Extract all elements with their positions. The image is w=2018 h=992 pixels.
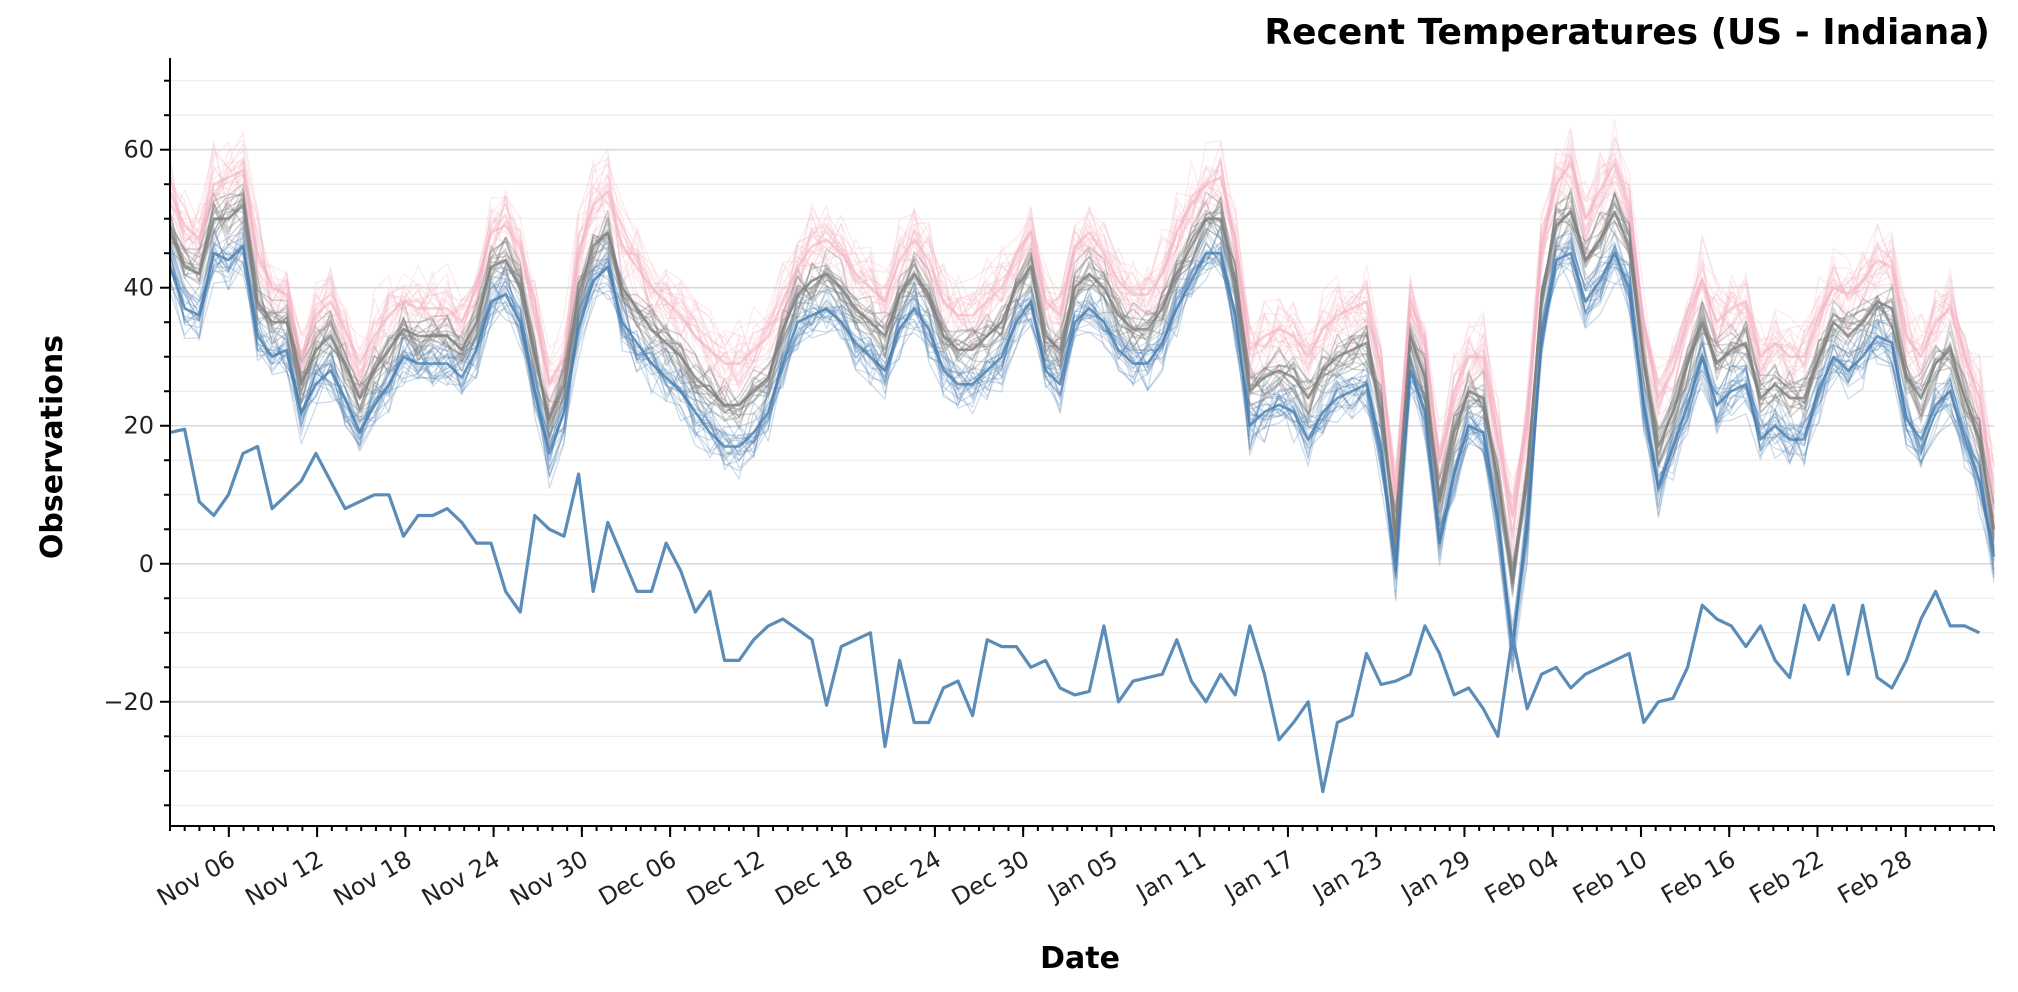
y-axis-label: Observations (35, 335, 70, 559)
x-tick-label: Feb 10 (1568, 845, 1652, 910)
y-tick-label: 0 (139, 550, 154, 578)
x-tick-label: Nov 12 (240, 845, 328, 912)
x-tick-label: Feb 16 (1656, 845, 1740, 910)
y-tick-label: 60 (123, 136, 154, 164)
typical-high-ensemble-line (170, 140, 1994, 517)
x-tick-label: Dec 18 (770, 845, 857, 912)
y-tick-label: −20 (103, 688, 154, 716)
x-tick-label: Jan 17 (1218, 845, 1299, 908)
x-tick-label: Nov 24 (417, 845, 505, 912)
x-tick-label: Jan 05 (1042, 845, 1123, 908)
x-tick-label: Nov 30 (505, 845, 593, 912)
x-tick-label: Nov 18 (329, 845, 417, 912)
x-tick-label: Feb 04 (1480, 845, 1564, 910)
typical-mean-ensemble-line (170, 196, 1994, 568)
x-tick-label: Feb 28 (1833, 845, 1917, 910)
x-tick-label: Dec 24 (859, 845, 946, 912)
typical-mean-ensemble-line (170, 202, 1994, 582)
x-tick-label: Jan 11 (1130, 845, 1211, 908)
x-tick-label: Dec 12 (682, 845, 769, 912)
x-axis-label: Date (1040, 941, 1120, 976)
x-tick-label: Nov 06 (152, 845, 240, 912)
typical-low-ensemble-line (170, 233, 1994, 646)
y-tick-label: 20 (123, 412, 154, 440)
x-tick-label: Jan 29 (1395, 845, 1476, 908)
y-tick-label: 40 (123, 274, 154, 302)
band-layer (170, 120, 1994, 673)
record-low-line (170, 429, 1979, 791)
chart-title: Recent Temperatures (US - Indiana) (1264, 12, 1990, 53)
axis-layer: −20 0 20 40 60 Nov 06 Nov 12 Nov 18 Nov 24 Nov 30… (103, 58, 1994, 912)
grid-layer (170, 81, 1994, 806)
x-tick-label: Jan 23 (1306, 845, 1387, 908)
x-tick-label: Feb 22 (1745, 845, 1829, 910)
x-tick-label: Dec 06 (594, 845, 681, 912)
x-tick-label: Dec 30 (947, 845, 1034, 912)
